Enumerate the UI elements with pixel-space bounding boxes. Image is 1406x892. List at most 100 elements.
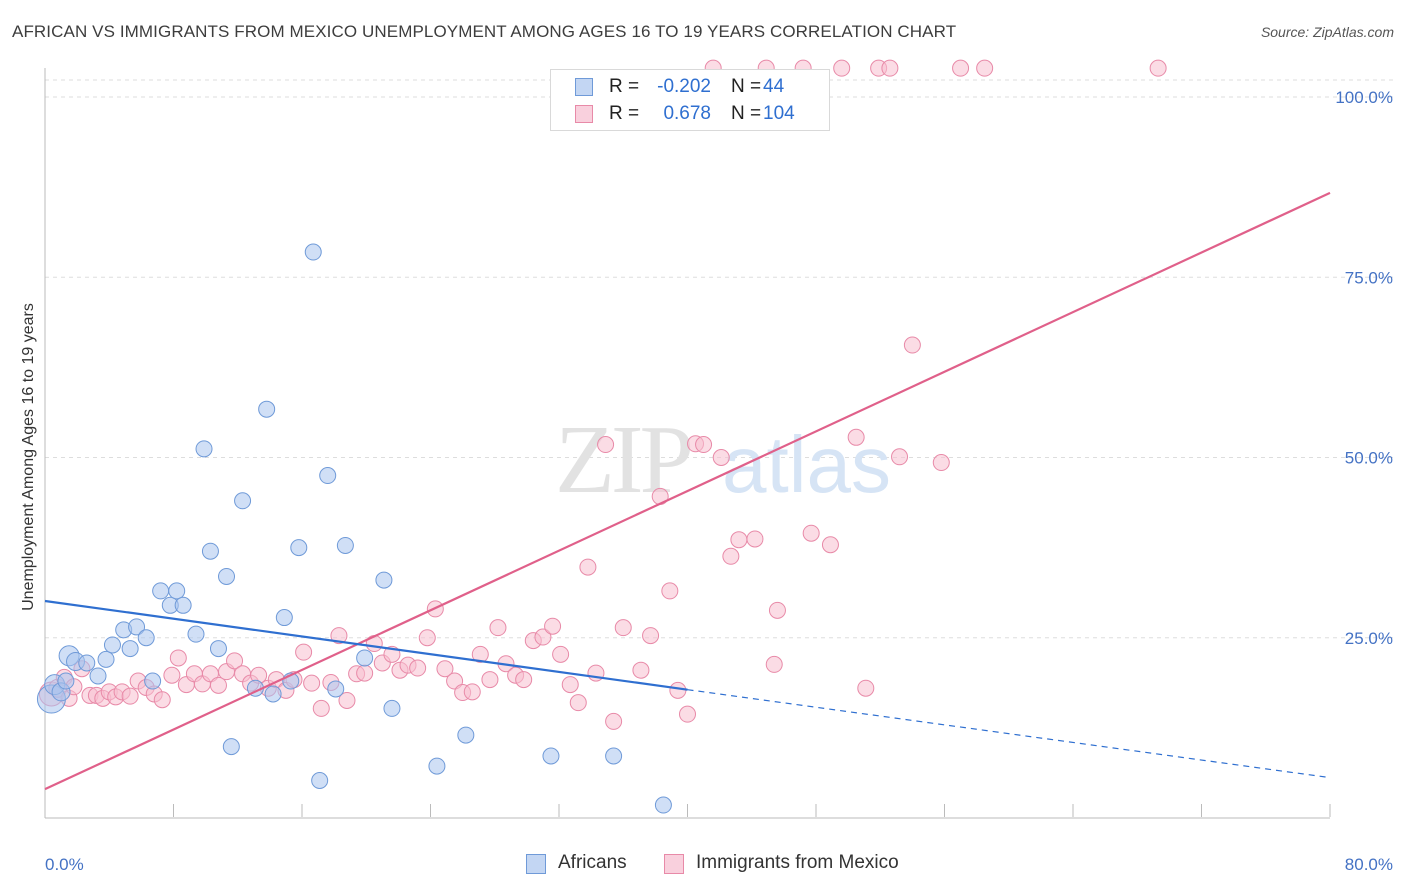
- n-label: N =: [731, 76, 762, 97]
- mexico-point: [746, 530, 764, 548]
- africans-point: [356, 649, 374, 667]
- mexico-point: [489, 619, 507, 637]
- mexico-point: [730, 531, 748, 549]
- mexico-point: [561, 676, 579, 694]
- africans-point: [336, 536, 354, 554]
- stats-row-africans: R = -0.202 N = 44: [551, 74, 829, 100]
- y-tick-label: 50.0%: [1345, 449, 1393, 468]
- x-tick-label-max: 80.0%: [1345, 855, 1393, 874]
- mexico-point: [768, 601, 786, 619]
- trend-lines: [44, 191, 1331, 791]
- mexico-point: [976, 59, 994, 77]
- mexico-point: [642, 627, 660, 645]
- mexico-legend-swatch: [664, 854, 684, 874]
- mexico-point: [679, 705, 696, 723]
- x-tick-label-min: 0.0%: [45, 855, 84, 874]
- watermark-zip: ZIP: [555, 406, 690, 514]
- africans-point: [234, 492, 252, 510]
- mexico-point: [661, 582, 679, 600]
- mexico-point: [605, 712, 623, 730]
- africans-point: [89, 667, 107, 685]
- mexico-point: [209, 676, 227, 694]
- mexico-point: [338, 691, 356, 709]
- r-label: R =: [609, 76, 640, 97]
- africans-point: [144, 672, 162, 690]
- source-label: Source: ZipAtlas.com: [1260, 24, 1394, 40]
- mexico-point: [418, 629, 436, 647]
- data-points: [36, 59, 1167, 814]
- africans-point: [428, 757, 446, 775]
- mexico-trend-line: [44, 191, 1331, 791]
- watermark-atlas: atlas: [722, 420, 891, 509]
- africans-point: [201, 542, 219, 560]
- mexico-point: [356, 664, 374, 682]
- r-value: -0.202: [657, 76, 711, 97]
- africans-point: [174, 596, 192, 614]
- mexico-swatch: [575, 105, 593, 123]
- tick-labels: 25.0% 50.0% 75.0% 100.0% 0.0% 80.0%: [45, 88, 1393, 874]
- mexico-point: [436, 660, 454, 678]
- africans-point: [264, 685, 282, 703]
- africans-point: [128, 618, 146, 636]
- africans-trend-extension: [687, 689, 1331, 779]
- africans-point: [258, 400, 276, 418]
- africans-point: [222, 738, 240, 756]
- n-label: N =: [731, 103, 762, 124]
- africans-point: [542, 747, 560, 765]
- mexico-point: [579, 558, 597, 576]
- africans-point: [375, 571, 393, 589]
- mexico-point: [857, 679, 875, 697]
- mexico-point: [153, 691, 171, 709]
- chart-title: AFRICAN VS IMMIGRANTS FROM MEXICO UNEMPL…: [12, 22, 957, 41]
- mexico-point: [330, 627, 348, 645]
- africans-point: [457, 726, 475, 744]
- mexico-point: [597, 436, 615, 454]
- mexico-point: [765, 655, 783, 673]
- y-tick-label: 25.0%: [1345, 629, 1393, 648]
- africans-swatch: [575, 78, 593, 96]
- mexico-point: [544, 617, 562, 635]
- africans-point: [383, 699, 401, 717]
- mexico-point: [632, 661, 650, 679]
- mexico-point: [463, 683, 481, 701]
- africans-point: [605, 747, 623, 765]
- mexico-point: [481, 671, 499, 689]
- africans-point: [78, 654, 96, 672]
- africans-point: [103, 636, 121, 654]
- mexico-point: [614, 619, 632, 637]
- grid: [45, 79, 1395, 639]
- n-value: 44: [763, 76, 785, 97]
- africans-point: [97, 650, 115, 668]
- mexico-point: [712, 449, 730, 466]
- stats-row-mexico: R = 0.678 N = 104: [551, 101, 829, 127]
- africans-point: [327, 680, 345, 698]
- legend-label: Immigrants from Mexico: [696, 852, 899, 873]
- y-tick-label: 100.0%: [1335, 88, 1393, 107]
- r-value: 0.678: [663, 103, 711, 124]
- mexico-point: [695, 436, 713, 454]
- mexico-point: [169, 649, 187, 667]
- africans-point: [275, 609, 293, 627]
- mexico-point: [303, 674, 321, 692]
- africans-point: [195, 440, 213, 458]
- africans-point: [311, 772, 329, 790]
- mexico-point: [121, 687, 139, 705]
- mexico-point: [569, 694, 587, 712]
- mexico-point: [891, 448, 909, 466]
- mexico-point: [312, 699, 330, 717]
- mexico-point: [847, 428, 865, 446]
- africans-point: [121, 640, 139, 658]
- africans-point: [319, 467, 337, 485]
- mexico-point: [471, 645, 489, 663]
- r-label: R =: [609, 103, 640, 124]
- mexico-point: [534, 628, 552, 646]
- mexico-point: [295, 643, 313, 661]
- africans-point: [218, 567, 236, 585]
- mexico-point: [903, 336, 921, 354]
- africans-legend-swatch: [526, 854, 546, 874]
- mexico-point: [833, 59, 851, 77]
- africans-point: [168, 582, 186, 600]
- mexico-point: [1149, 59, 1167, 77]
- mexico-point: [881, 59, 899, 77]
